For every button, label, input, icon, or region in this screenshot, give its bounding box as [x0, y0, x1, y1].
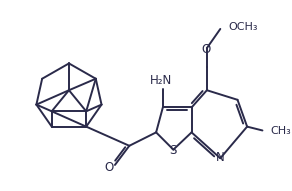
Text: CH₃: CH₃: [270, 126, 291, 136]
Text: O: O: [105, 161, 114, 174]
Text: OCH₃: OCH₃: [228, 22, 258, 32]
Text: O: O: [201, 43, 211, 56]
Text: S: S: [170, 144, 177, 157]
Text: H₂N: H₂N: [150, 74, 172, 87]
Text: N: N: [216, 151, 225, 164]
